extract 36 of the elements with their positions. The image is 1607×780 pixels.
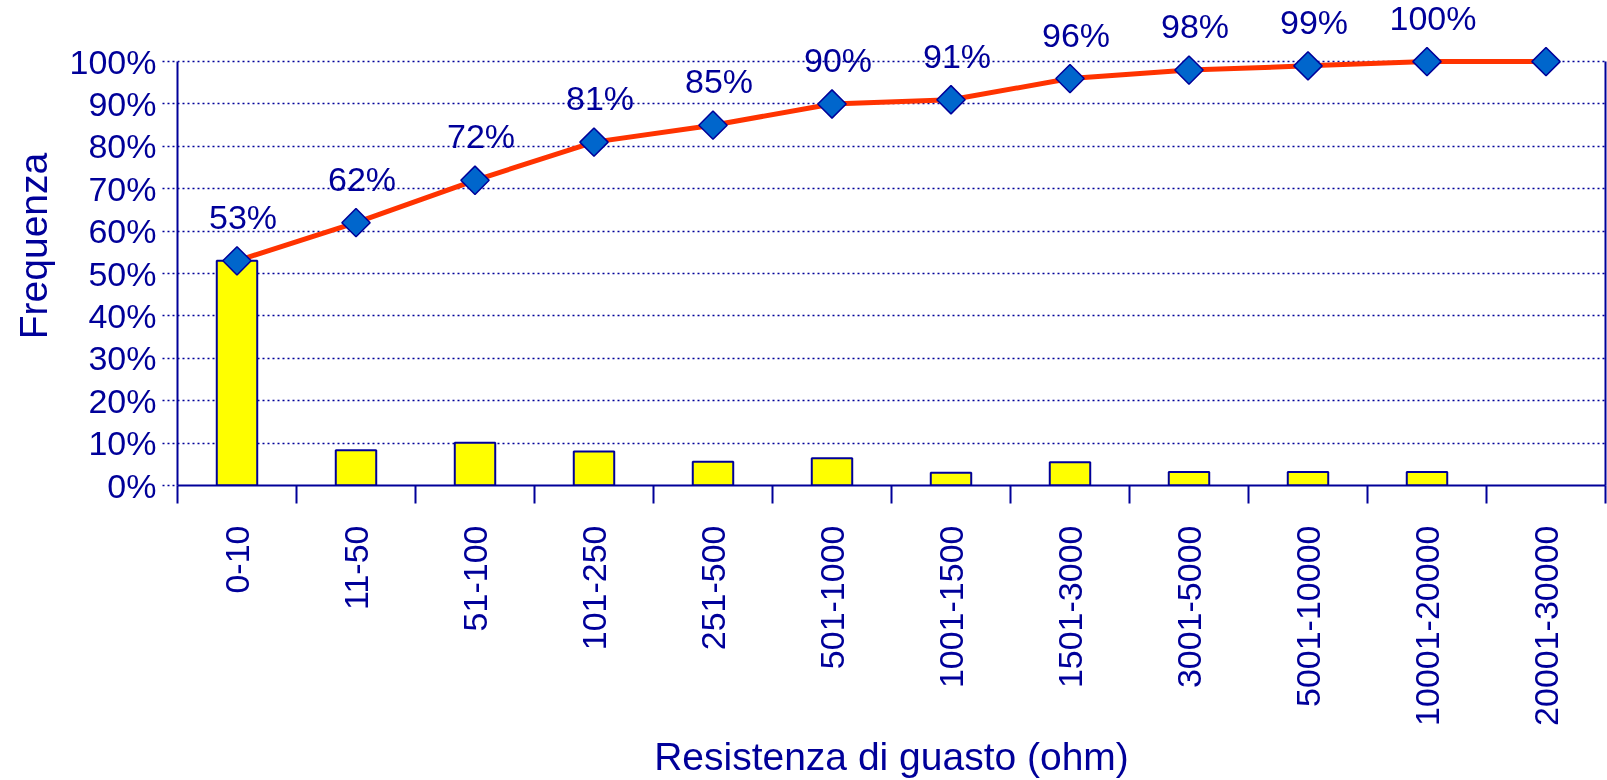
x-axis-title: Resistenza di guasto (ohm) bbox=[654, 734, 1129, 778]
y-tick-label: 20% bbox=[88, 381, 157, 420]
x-tick-label: 1001-1500 bbox=[931, 525, 970, 689]
x-tick-label: 11-50 bbox=[336, 525, 375, 610]
data-label: 53% bbox=[208, 197, 278, 236]
data-label: 96% bbox=[1041, 15, 1111, 54]
x-tick-label: 5001-10000 bbox=[1288, 525, 1327, 707]
x-tick-label: 3001-5000 bbox=[1169, 525, 1208, 689]
x-tick-label: 20001-30000 bbox=[1526, 525, 1565, 726]
y-tick-label: 60% bbox=[88, 212, 157, 251]
x-tick-label: 101-250 bbox=[574, 525, 613, 651]
data-label: 72% bbox=[446, 117, 516, 156]
y-tick-label: 40% bbox=[88, 296, 157, 335]
y-tick-label: 10% bbox=[88, 424, 157, 463]
x-tick-label: 51-100 bbox=[455, 525, 494, 632]
data-label: 85% bbox=[684, 62, 754, 101]
data-label: 100% bbox=[1389, 0, 1477, 37]
y-tick-label: 90% bbox=[88, 85, 157, 123]
x-tick-label: 0-10 bbox=[217, 525, 256, 594]
y-tick-label: 100% bbox=[69, 42, 157, 81]
x-tick-label: 251-500 bbox=[693, 525, 732, 651]
data-label: 62% bbox=[327, 159, 397, 198]
y-tick-label: 50% bbox=[88, 254, 157, 293]
y-axis-title: Frequenza bbox=[11, 152, 55, 340]
x-tick-label: 10001-20000 bbox=[1407, 525, 1446, 726]
data-label: 90% bbox=[803, 41, 873, 79]
y-tick-label: 0% bbox=[107, 466, 157, 505]
y-tick-label: 70% bbox=[88, 169, 157, 208]
y-tick-label: 80% bbox=[88, 127, 157, 166]
data-label: 81% bbox=[565, 79, 635, 118]
data-label: 91% bbox=[922, 36, 992, 75]
data-label: 98% bbox=[1160, 7, 1230, 46]
data-label: 99% bbox=[1279, 2, 1349, 41]
x-tick-label: 501-1000 bbox=[812, 525, 851, 670]
x-tick-label: 1501-3000 bbox=[1050, 525, 1089, 689]
y-tick-label: 30% bbox=[88, 339, 157, 378]
